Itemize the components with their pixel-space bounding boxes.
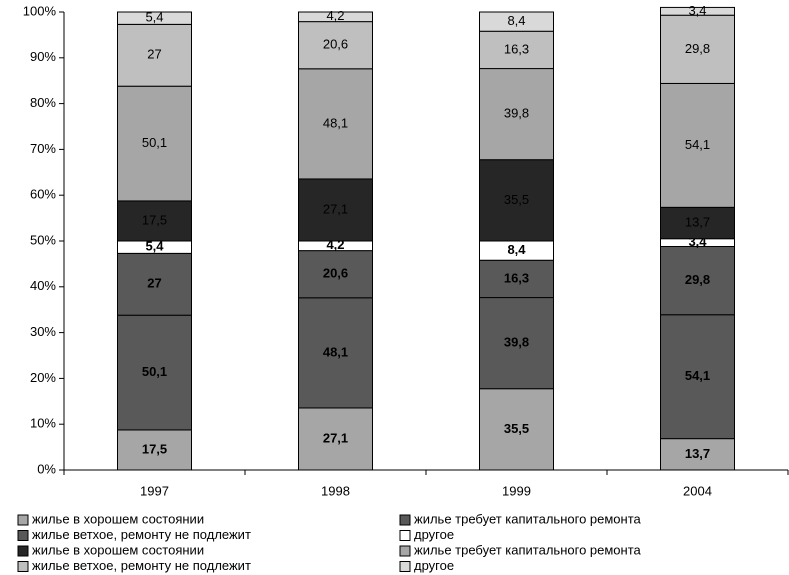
bar-segment xyxy=(479,159,554,242)
y-tick-label: 70% xyxy=(30,141,56,156)
bar-segment xyxy=(117,11,192,25)
data-label: 16,3 xyxy=(504,41,529,56)
data-label: 54,1 xyxy=(685,368,710,383)
data-label: 5,4 xyxy=(145,239,164,254)
legend-swatch xyxy=(17,514,29,526)
data-label: 5,4 xyxy=(145,10,163,25)
data-label: 16,3 xyxy=(504,270,529,285)
data-label: 48,1 xyxy=(323,115,348,130)
x-tick-label: 1999 xyxy=(502,483,531,498)
bar-segment xyxy=(298,297,373,409)
bar-segment xyxy=(479,68,554,161)
data-label: 27,1 xyxy=(323,430,348,445)
bar-segment xyxy=(660,314,735,440)
data-label: 48,1 xyxy=(323,344,348,359)
bar-segment xyxy=(117,200,192,242)
y-tick-label: 40% xyxy=(30,278,56,293)
legend-label: жилье в хорошем состоянии xyxy=(32,542,204,557)
legend-label: жилье требует капитального ремонта xyxy=(414,542,642,557)
y-tick-label: 100% xyxy=(23,3,57,18)
legend-swatch xyxy=(399,561,411,572)
y-tick-label: 60% xyxy=(30,187,56,202)
data-label: 50,1 xyxy=(142,364,167,379)
data-label: 35,5 xyxy=(504,192,529,207)
y-tick-label: 0% xyxy=(37,461,56,476)
data-label: 17,5 xyxy=(142,441,167,456)
bar-segment xyxy=(298,407,373,471)
bar-segment xyxy=(660,438,735,471)
y-tick-label: 10% xyxy=(30,416,56,431)
data-label: 29,8 xyxy=(685,272,710,287)
data-label: 54,1 xyxy=(685,137,710,152)
legend-label: жилье ветхое, ремонту не подлежит xyxy=(32,527,251,542)
bar-segment xyxy=(117,85,192,202)
bar-segment xyxy=(479,30,554,70)
legend-label: жилье требует капитального ремонта xyxy=(414,511,642,526)
legend-swatch xyxy=(17,545,29,557)
y-tick-label: 20% xyxy=(30,370,56,385)
bar-segment xyxy=(479,259,554,299)
data-label: 27 xyxy=(147,47,161,62)
data-label: 39,8 xyxy=(504,106,529,121)
x-tick-label: 2004 xyxy=(683,483,712,498)
data-label: 35,5 xyxy=(504,421,529,436)
legend-swatch xyxy=(399,530,411,541)
bar-segment xyxy=(660,245,735,316)
legend-swatch xyxy=(17,561,29,572)
bar-segment xyxy=(117,23,192,87)
bar-segment xyxy=(660,6,735,16)
data-label: 20,6 xyxy=(323,266,348,281)
data-label: 27 xyxy=(147,276,161,291)
y-tick-label: 30% xyxy=(30,324,56,339)
legend-label: другое xyxy=(414,558,454,573)
bar-segment xyxy=(479,297,554,390)
bar-segment xyxy=(298,68,373,180)
data-label: 13,7 xyxy=(685,214,710,229)
data-label: 27,1 xyxy=(323,201,348,216)
x-tick-label: 1997 xyxy=(140,483,169,498)
data-label: 50,1 xyxy=(142,135,167,150)
legend-label: жилье ветхое, ремонту не подлежит xyxy=(32,558,251,573)
bar-segment xyxy=(298,178,373,242)
data-label: 39,8 xyxy=(504,335,529,350)
data-label: 4,2 xyxy=(326,8,344,23)
bar-segment xyxy=(298,11,373,23)
data-label: 13,7 xyxy=(685,446,710,461)
y-tick-label: 80% xyxy=(30,95,56,110)
y-tick-label: 90% xyxy=(30,49,56,64)
legend-swatch xyxy=(399,514,411,526)
legend-label: жилье в хорошем состоянии xyxy=(32,511,204,526)
data-label: 3,4 xyxy=(688,3,706,18)
data-label: 8,4 xyxy=(507,13,525,28)
bar-segment xyxy=(298,21,373,70)
y-tick-label: 50% xyxy=(30,232,56,247)
data-label: 20,6 xyxy=(323,37,348,52)
legend-swatch xyxy=(17,530,29,541)
data-label: 29,8 xyxy=(685,41,710,56)
data-label: 17,5 xyxy=(142,212,167,227)
bar-segment xyxy=(660,82,735,208)
bar-segment xyxy=(479,388,554,471)
bar-segment xyxy=(660,206,735,240)
data-label: 8,4 xyxy=(507,242,526,257)
bar-segment xyxy=(479,11,554,32)
legend-label: другое xyxy=(414,527,454,542)
legend-swatch xyxy=(399,545,411,557)
x-tick-label: 1998 xyxy=(321,483,350,498)
